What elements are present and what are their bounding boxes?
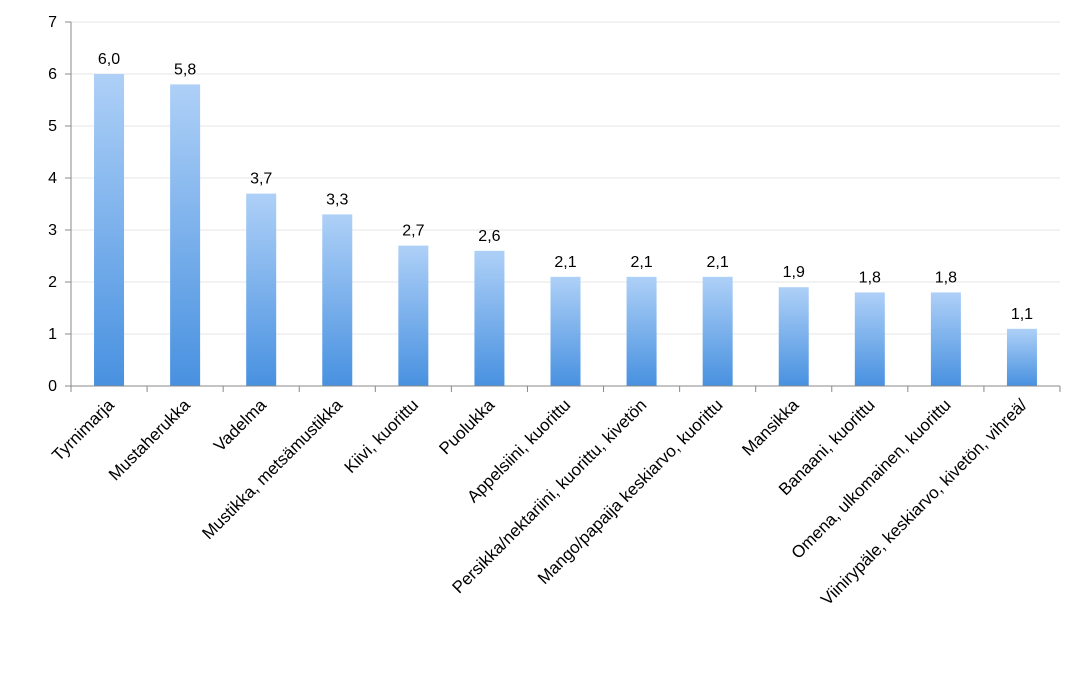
y-tick-label: 5 [48, 118, 57, 135]
bar [246, 193, 277, 386]
y-tick-label: 0 [48, 378, 57, 395]
bar [1006, 328, 1037, 386]
bar [702, 276, 733, 386]
data-labels: 6,0 5,8 3,7 3,3 2,7 2,6 2,1 2,1 2,1 1,9 1,8 1,8 1,1 [98, 51, 1033, 323]
y-tick-label: 2 [48, 274, 57, 291]
grid-lines [71, 21, 1060, 335]
bar [474, 250, 505, 386]
x-category-label: Mansikka [738, 395, 803, 460]
data-label: 2,1 [554, 254, 576, 271]
bar [322, 214, 353, 386]
x-category-label: Vadelma [210, 395, 270, 455]
bar [94, 74, 125, 386]
y-tick-label: 4 [48, 170, 57, 187]
bar [626, 276, 657, 386]
data-label: 2,6 [478, 228, 500, 245]
bar [778, 287, 809, 386]
data-label: 3,7 [250, 171, 272, 188]
x-category-label: Mustikka, metsämustikka [198, 395, 346, 543]
data-label: 2,1 [707, 254, 729, 271]
bar [930, 292, 961, 386]
bar [854, 292, 885, 386]
data-label: 1,8 [859, 269, 881, 286]
bar [398, 245, 429, 386]
data-label: 2,7 [402, 223, 424, 240]
x-category-label: Kiivi, kuorittu [341, 395, 423, 477]
bars [94, 74, 1037, 387]
y-tick-label: 7 [48, 14, 57, 31]
y-tick-label: 3 [48, 222, 57, 239]
bar [550, 276, 581, 386]
axes [65, 21, 1061, 392]
y-tick-labels: 0 1 2 3 4 5 6 7 [48, 14, 57, 395]
data-label: 2,1 [630, 254, 652, 271]
data-label: 5,8 [174, 61, 196, 78]
data-label: 1,8 [935, 269, 957, 286]
y-tick-label: 1 [48, 326, 57, 343]
y-tick-label: 6 [48, 66, 57, 83]
data-label: 1,1 [1011, 306, 1033, 323]
data-label: 1,9 [783, 264, 805, 281]
x-category-label: Mustaherukka [105, 395, 194, 484]
bar [170, 84, 201, 387]
x-category-label: Puolukka [435, 395, 498, 458]
x-category-label: Tyrnimarja [48, 395, 118, 465]
data-label: 3,3 [326, 191, 348, 208]
x-category-label: Omena, ulkomainen, kuorittu [788, 395, 955, 562]
data-label: 6,0 [98, 51, 120, 68]
